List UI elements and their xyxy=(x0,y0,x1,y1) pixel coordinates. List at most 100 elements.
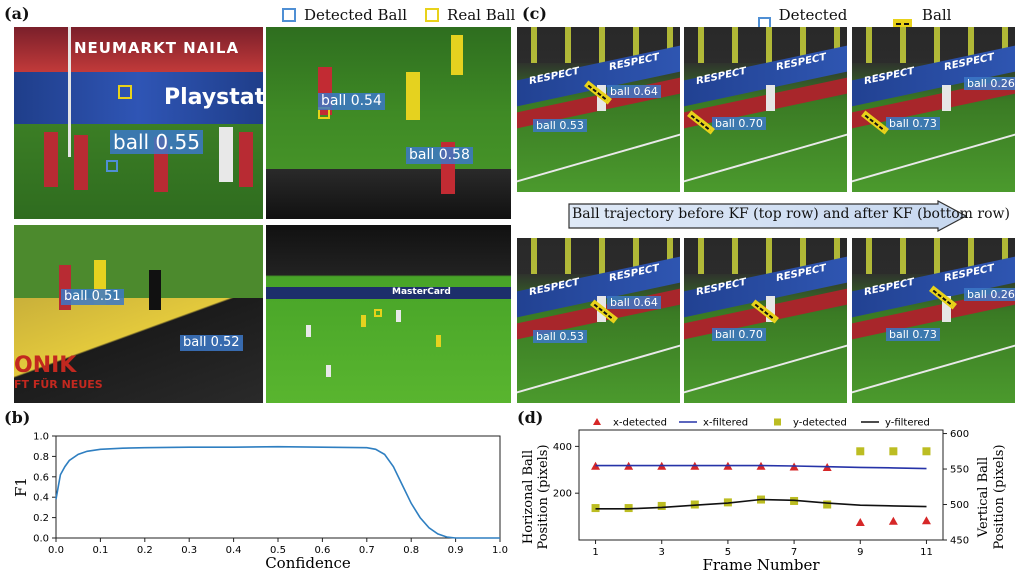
x-tick-label: 3 xyxy=(659,547,665,558)
y-right-axis-label-line2: Position (pixels) xyxy=(992,444,1007,549)
y-tick-label: 0.4 xyxy=(33,493,49,504)
legend-label: y-detected xyxy=(793,418,847,429)
x-axis-label: Frame Number xyxy=(702,556,820,572)
panel-label-a: (a) xyxy=(4,4,30,23)
legend-label: y-filtered xyxy=(885,418,930,429)
x-tick-label: 0.1 xyxy=(92,545,108,556)
x-detected-point xyxy=(921,516,931,525)
pitch-line xyxy=(852,342,1015,396)
y-right-tick-label: 550 xyxy=(950,465,969,476)
x-tick-label: 0.5 xyxy=(270,545,286,556)
detection-label: ball 0.64 xyxy=(607,296,661,310)
detection-image-4: MasterCard xyxy=(266,225,511,403)
y-tick-label: 0.2 xyxy=(33,513,49,524)
x-axis-label: Confidence xyxy=(265,554,351,572)
x-tick-label: 0.3 xyxy=(181,545,197,556)
legend-label: x-detected xyxy=(613,418,667,429)
detection-label: ball 0.26 xyxy=(964,77,1015,91)
panel-label-d: (d) xyxy=(517,408,544,427)
x-tick-label: 0.8 xyxy=(403,545,419,556)
y-detected-point xyxy=(922,447,931,456)
pitch-line xyxy=(684,131,847,185)
ball-position-chart: 1 3 5 7 9 11 200 400 450 500 550 600 Frame Number Hor… xyxy=(521,418,1007,572)
player xyxy=(451,35,463,75)
y-left-axis-label-line2: Position (pixels) xyxy=(536,444,551,549)
y-tick-label: 0.0 xyxy=(33,534,49,545)
detection-label: ball 0.52 xyxy=(180,335,243,351)
trajectory-frame: RESPECT RESPECT ball 0.70 xyxy=(684,238,847,403)
panel-label-c: (c) xyxy=(522,4,547,23)
x-tick-label: 0.2 xyxy=(137,545,153,556)
y-tick-label: 1.0 xyxy=(33,432,49,443)
real-ball-box xyxy=(118,85,132,99)
detection-label: ball 0.53 xyxy=(533,330,587,344)
detection-image-1: NEUMARKT NAILA Playstati ball 0.55 xyxy=(14,27,263,219)
player xyxy=(406,72,420,120)
player xyxy=(44,132,58,187)
x-tick-label: 0.4 xyxy=(226,545,242,556)
plot-frame xyxy=(578,429,944,541)
plot-frame xyxy=(55,435,501,539)
x-tick-label: 7 xyxy=(791,547,797,558)
y-detected-point xyxy=(889,447,898,456)
x-tick-label: 1.0 xyxy=(492,545,508,556)
legend-detected-ball-label: Detected Ball xyxy=(304,6,408,24)
player xyxy=(219,127,233,182)
y-detected-point xyxy=(823,500,832,509)
x-tick-label: 0.0 xyxy=(48,545,64,556)
x-tick-label: 5 xyxy=(725,547,731,558)
detection-image-2: ball 0.54 ball 0.58 xyxy=(266,27,511,219)
detection-label: ball 0.51 xyxy=(61,289,124,305)
pitch-line xyxy=(517,342,680,396)
legend-label: x-filtered xyxy=(703,418,748,429)
player xyxy=(149,270,161,310)
pitch-line xyxy=(517,131,680,185)
trajectory-frame: RESPECT RESPECT ball 0.26 ball 0.73 xyxy=(852,238,1015,403)
player xyxy=(942,296,951,322)
ball-trajectory-swatch xyxy=(893,19,912,29)
pitch-line xyxy=(684,342,847,396)
x-tick-label: 0.6 xyxy=(314,545,330,556)
y-left-tick-label: 200 xyxy=(553,489,572,500)
y-right-tick-label: 500 xyxy=(950,500,969,511)
pitch-line xyxy=(852,131,1015,185)
y-right-tick-label: 450 xyxy=(950,536,969,547)
legend-marker xyxy=(593,418,601,425)
kf-banner-text: Ball trajectory before KF (top row) and … xyxy=(572,206,1010,222)
trajectory-frame: RESPECT RESPECT ball 0.70 xyxy=(684,27,847,192)
detected-ball-box xyxy=(106,160,118,172)
y-right-axis-label-line1: Vertical Ball xyxy=(976,457,991,538)
board-text: Playstati xyxy=(164,85,263,110)
y-right-tick-label: 600 xyxy=(950,429,969,440)
legend-real-ball-label: Real Ball xyxy=(447,6,516,24)
detected-ball-swatch xyxy=(282,8,296,22)
board-text: ONIK xyxy=(14,353,77,378)
real-ball-swatch xyxy=(425,8,440,22)
trajectory-frame: RESPECT RESPECT ball 0.26 ball 0.73 xyxy=(852,27,1015,192)
sign-text: NEUMARKT NAILA xyxy=(74,39,240,57)
detection-image-3: ONIK FT FÜR NEUES ball 0.51 ball 0.52 xyxy=(14,225,263,403)
x-tick-label: 11 xyxy=(920,547,933,558)
player xyxy=(766,296,775,322)
panel-label-b: (b) xyxy=(4,408,31,427)
x-tick-label: 0.7 xyxy=(359,545,375,556)
board-text: MasterCard xyxy=(392,287,451,297)
x-detected-point xyxy=(888,516,898,525)
board-subtext: FT FÜR NEUES xyxy=(14,378,103,391)
detection-label: ball 0.26 xyxy=(964,288,1015,302)
y-tick-label: 0.6 xyxy=(33,472,49,483)
player xyxy=(396,310,401,322)
y-tick-label: 0.8 xyxy=(33,452,49,463)
player xyxy=(239,132,253,187)
y-detected-point xyxy=(856,447,865,456)
detection-label: ball 0.58 xyxy=(406,147,473,164)
f1-curve-line xyxy=(55,445,500,539)
player xyxy=(766,85,775,111)
player xyxy=(436,335,441,347)
legend-marker xyxy=(774,418,781,426)
player xyxy=(326,365,331,377)
player xyxy=(942,85,951,111)
x-tick-label: 0.9 xyxy=(448,545,464,556)
trajectory-frame: RESPECT RESPECT ball 0.64 ball 0.53 xyxy=(517,27,680,192)
detection-label: ball 0.73 xyxy=(886,328,940,342)
